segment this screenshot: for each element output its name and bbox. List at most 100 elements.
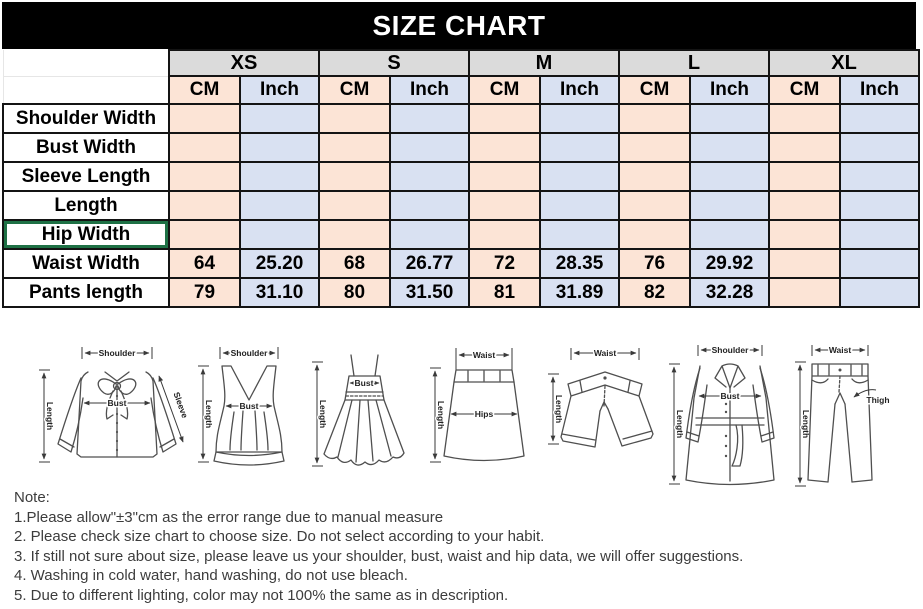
cell-value[interactable] [689, 103, 771, 134]
cell-value[interactable] [168, 161, 241, 192]
unit-header-inch[interactable]: Inch [389, 75, 470, 105]
cell-value[interactable] [839, 103, 921, 134]
cell-value[interactable] [689, 161, 771, 192]
cell-value[interactable] [618, 103, 692, 134]
unit-header-inch[interactable]: Inch [239, 75, 320, 105]
cell-value[interactable] [618, 161, 692, 192]
cell-value[interactable] [318, 190, 391, 221]
row-label[interactable]: Sleeve Length [2, 161, 170, 192]
cell-value[interactable]: 25.20 [239, 248, 320, 279]
cell-value[interactable]: 68 [318, 248, 391, 279]
cell-value[interactable]: 82 [618, 277, 692, 308]
cell-value[interactable] [239, 161, 320, 192]
diagram-label-waist: Waist [829, 345, 852, 355]
size-header-xl[interactable]: XL [768, 49, 921, 77]
cell-value[interactable] [689, 132, 771, 163]
cell-value[interactable] [618, 190, 692, 221]
cell-value[interactable]: 31.10 [239, 277, 320, 308]
cell-value[interactable] [618, 132, 692, 163]
cell-value[interactable] [239, 103, 320, 134]
size-header-m[interactable]: M [467, 49, 621, 77]
cell-value[interactable] [239, 132, 320, 163]
cell-value[interactable] [538, 219, 621, 250]
cell-value[interactable] [468, 161, 541, 192]
unit-header-inch[interactable]: Inch [839, 75, 921, 105]
cell-value[interactable] [168, 132, 241, 163]
unit-header-cm[interactable]: CM [168, 75, 241, 105]
unit-header-cm[interactable]: CM [318, 75, 391, 105]
cell-value[interactable] [468, 190, 541, 221]
cell-value[interactable] [389, 132, 470, 163]
cell-value[interactable]: 80 [318, 277, 391, 308]
cell-value[interactable] [768, 161, 842, 192]
row-label[interactable]: Length [2, 190, 170, 221]
cell-value[interactable] [538, 161, 621, 192]
cell-value[interactable] [318, 103, 391, 134]
unit-header-inch[interactable]: Inch [538, 75, 621, 105]
cell-value[interactable] [389, 219, 470, 250]
size-header-l[interactable]: L [618, 49, 771, 77]
unit-header-inch[interactable]: Inch [689, 75, 771, 105]
cell-value[interactable]: 29.92 [689, 248, 771, 279]
cell-value[interactable] [239, 219, 320, 250]
size-header-s[interactable]: S [318, 49, 470, 77]
cell-value[interactable] [839, 132, 921, 163]
cell-value[interactable] [839, 161, 921, 192]
diagram-label-sleeve: Sleeve [172, 391, 191, 420]
chart-title-bar[interactable]: SIZE CHART [2, 2, 916, 49]
cell-value[interactable]: 31.50 [389, 277, 470, 308]
cell-value[interactable] [768, 219, 842, 250]
cell-value[interactable] [389, 190, 470, 221]
cell-value[interactable] [318, 132, 391, 163]
size-header-xs[interactable]: XS [168, 49, 320, 77]
cell-value[interactable]: 79 [168, 277, 241, 308]
cell-value[interactable] [839, 277, 921, 308]
cell-value[interactable] [538, 190, 621, 221]
cell-value[interactable] [839, 219, 921, 250]
cell-value[interactable]: 28.35 [538, 248, 621, 279]
row-label[interactable]: Waist Width [2, 248, 170, 279]
cell-value[interactable] [468, 132, 541, 163]
cell-value[interactable]: 76 [618, 248, 692, 279]
cell-value[interactable] [768, 248, 842, 279]
unit-header-cm[interactable]: CM [618, 75, 692, 105]
cell-value[interactable] [839, 190, 921, 221]
unit-header-cm[interactable]: CM [468, 75, 541, 105]
cell-value[interactable] [768, 132, 842, 163]
cell-value[interactable] [239, 190, 320, 221]
row-label[interactable]: Hip Width [2, 219, 170, 250]
row-label[interactable]: Bust Width [2, 132, 170, 163]
cell-value[interactable] [318, 219, 391, 250]
cell-value[interactable] [389, 103, 470, 134]
cell-value[interactable]: 32.28 [689, 277, 771, 308]
cell-value[interactable] [768, 103, 842, 134]
cell-value[interactable] [389, 161, 470, 192]
cell-value[interactable] [318, 161, 391, 192]
cell-value[interactable]: 64 [168, 248, 241, 279]
corner-cell [2, 50, 169, 77]
cell-value[interactable] [839, 248, 921, 279]
cell-value[interactable]: 72 [468, 248, 541, 279]
cell-value[interactable] [168, 103, 241, 134]
cell-value[interactable] [168, 219, 241, 250]
cell-value[interactable] [538, 132, 621, 163]
row-label[interactable]: Pants length [2, 277, 170, 308]
diagram-coat: Shoulder Length Bust [668, 344, 775, 486]
cell-value[interactable]: 31.89 [538, 277, 621, 308]
cell-value[interactable] [468, 219, 541, 250]
cell-value[interactable] [689, 190, 771, 221]
cell-value[interactable]: 26.77 [389, 248, 470, 279]
cell-value[interactable] [168, 190, 241, 221]
cell-value[interactable] [618, 219, 692, 250]
notes: Note: 1.Please allow"±3"cm as the error … [14, 488, 914, 605]
diagram-label-shoulder: Shoulder [99, 348, 137, 358]
cell-value[interactable] [468, 103, 541, 134]
row-label[interactable]: Shoulder Width [2, 103, 170, 134]
cell-value[interactable]: 81 [468, 277, 541, 308]
cell-value[interactable] [768, 190, 842, 221]
unit-header-cm[interactable]: CM [768, 75, 842, 105]
cell-value[interactable] [768, 277, 842, 308]
notes-heading: Note: [14, 489, 50, 506]
cell-value[interactable] [538, 103, 621, 134]
cell-value[interactable] [689, 219, 771, 250]
